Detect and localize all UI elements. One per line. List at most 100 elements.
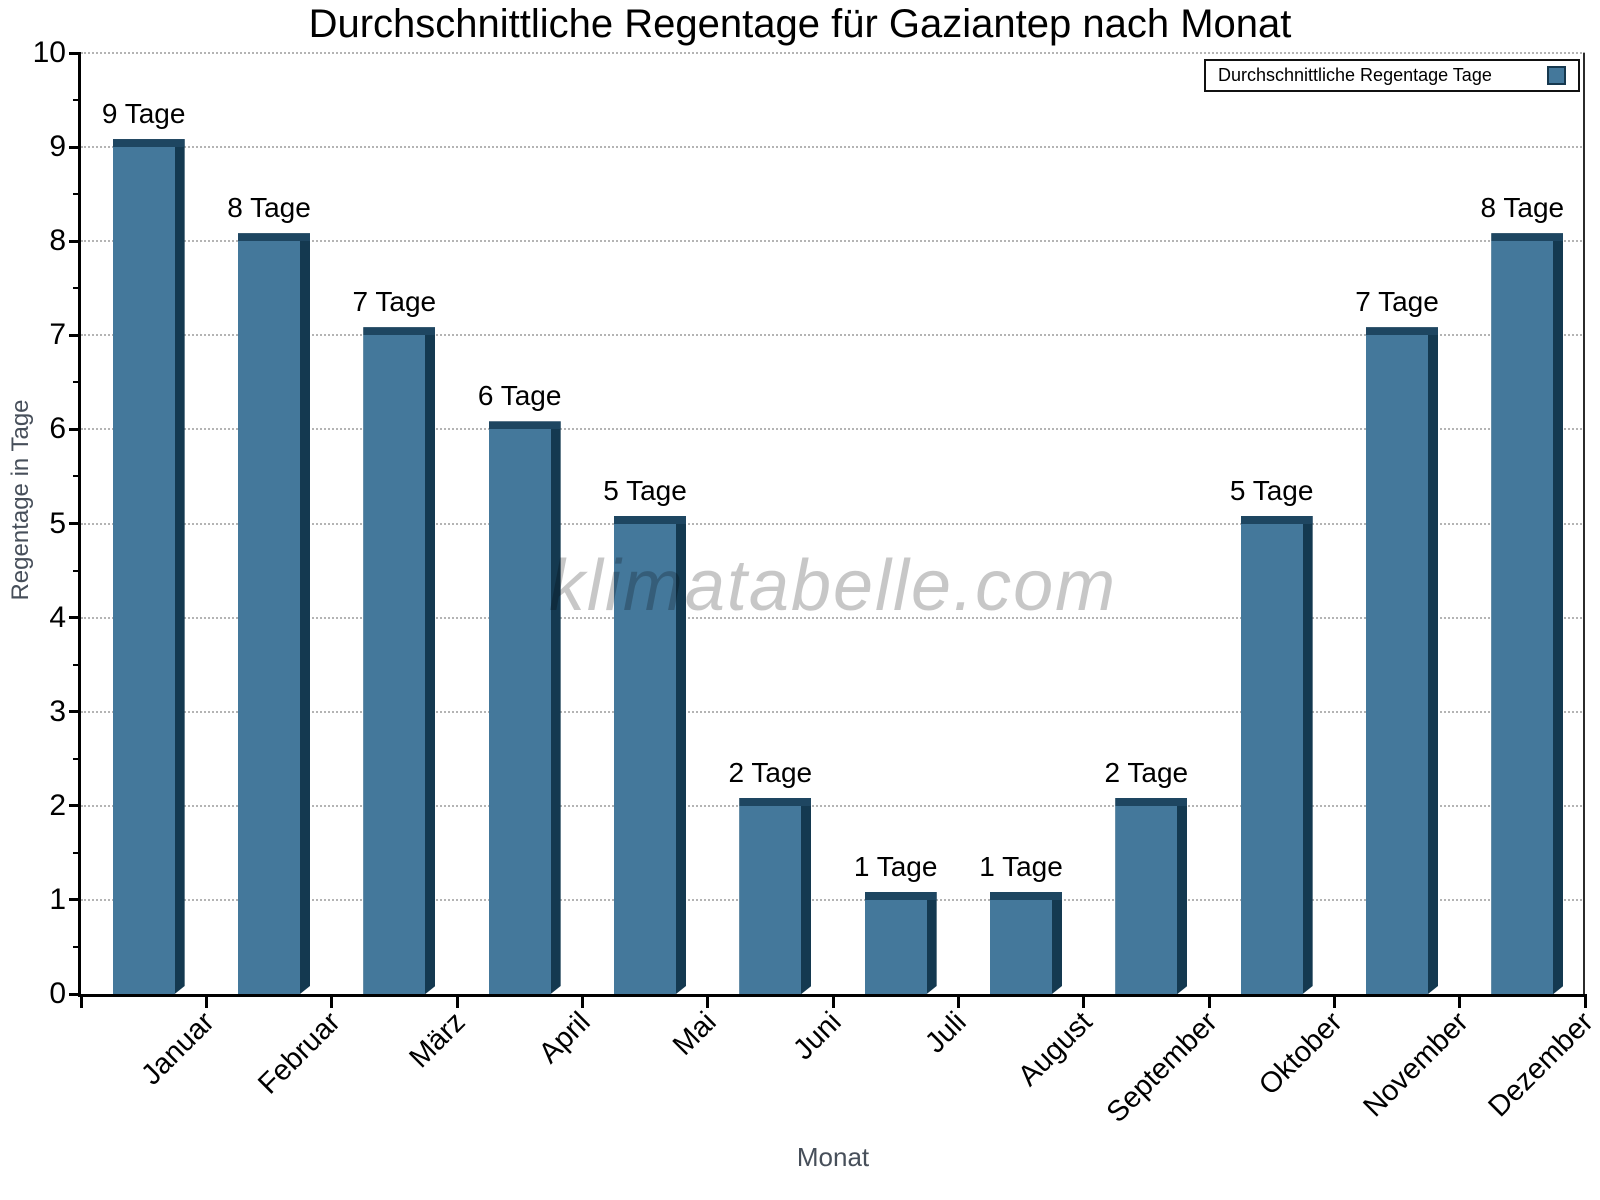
chart-title: Durchschnittliche Regentage für Gaziante…: [308, 2, 1292, 46]
bar-top-face: [113, 139, 185, 147]
bar-top-face: [614, 516, 686, 524]
y-tick: [69, 239, 81, 243]
y-minor-tick: [73, 287, 81, 290]
gridline: [81, 428, 1585, 431]
y-tick-label: 2: [49, 788, 66, 822]
y-minor-tick: [73, 851, 81, 854]
y-axis-title: Regentage in Tage: [7, 399, 34, 601]
bar: [238, 233, 310, 994]
y-minor-tick: [73, 757, 81, 760]
bar-front-face: [614, 524, 676, 995]
gridline: [81, 334, 1585, 337]
plot-area: klimatabelle.com 9 Tage 8 Tage 7 Tage 6 Tag…: [69, 51, 1587, 1008]
bar-top-face: [1115, 798, 1187, 806]
y-tick-label: 5: [49, 506, 66, 540]
y-tick: [69, 145, 81, 149]
bar-value-label: 2 Tage: [1104, 756, 1189, 788]
y-minor-tick: [73, 475, 81, 478]
y-tick: [69, 51, 81, 55]
y-tick-label: 6: [49, 412, 66, 446]
bar-value-label: 1 Tage: [853, 850, 938, 882]
x-tick: [831, 994, 835, 1008]
bar-front-face: [113, 147, 175, 994]
y-tick: [69, 710, 81, 714]
bar: [990, 892, 1062, 994]
legend: Durchschnittliche Regentage Tage: [1204, 59, 1580, 92]
bar-value-label: 5 Tage: [1229, 474, 1314, 506]
bar: [865, 892, 937, 994]
y-tick-label: 7: [49, 318, 66, 352]
y-minor-tick: [73, 381, 81, 384]
y-minor-tick: [73, 945, 81, 948]
bar: [363, 327, 435, 994]
y-minor-tick: [73, 99, 81, 102]
y-minor-tick: [73, 193, 81, 196]
x-tick: [1583, 994, 1587, 1008]
bar-top-face: [990, 892, 1062, 900]
gridline: [81, 146, 1585, 149]
bar-top-face: [363, 327, 435, 335]
bar-value-label: 9 Tage: [101, 98, 186, 130]
bar-front-face: [739, 806, 801, 994]
x-axis-title: Monat: [796, 1142, 870, 1172]
y-tick-label: 8: [49, 224, 66, 258]
bar-top-face: [1241, 516, 1313, 524]
y-tick: [69, 992, 81, 996]
bar-front-face: [1115, 806, 1177, 994]
x-tick: [1332, 994, 1336, 1008]
bar: [489, 421, 561, 994]
bar-front-face: [990, 900, 1052, 994]
bar-value-label: 1 Tage: [979, 850, 1063, 882]
bar: [1241, 516, 1313, 995]
legend-label: Durchschnittliche Regentage Tage: [1218, 65, 1492, 85]
y-tick-label: 1: [49, 882, 66, 916]
bar: [614, 516, 686, 995]
x-tick: [1082, 994, 1086, 1008]
y-tick-label: 9: [49, 130, 66, 164]
y-tick: [69, 616, 81, 620]
x-tick: [1458, 994, 1462, 1008]
plot-right-border: [1583, 53, 1585, 994]
bar-front-face: [363, 335, 425, 994]
bar-value-label: 8 Tage: [227, 192, 311, 224]
y-tick: [69, 522, 81, 525]
legend-swatch-icon: [1547, 66, 1566, 85]
bar: [739, 798, 811, 994]
x-tick: [956, 994, 960, 1008]
bar: [1115, 798, 1187, 994]
bar-top-face: [865, 892, 937, 900]
y-tick-label: 3: [49, 694, 66, 728]
bar-value-label: 2 Tage: [728, 756, 813, 788]
bar-front-face: [489, 429, 551, 994]
x-tick: [204, 994, 208, 1008]
bar-value-label: 5 Tage: [603, 474, 687, 506]
bar-value-label: 6 Tage: [477, 380, 562, 412]
y-tick: [69, 333, 81, 337]
gridline: [81, 804, 1585, 807]
y-tick: [69, 804, 81, 808]
y-tick-label: 4: [49, 600, 66, 634]
bar-top-face: [1491, 233, 1563, 241]
gridline: [81, 710, 1585, 713]
y-tick: [69, 427, 81, 431]
gridline: [81, 240, 1585, 243]
bar-front-face: [1491, 241, 1553, 994]
bar-value-label: 7 Tage: [352, 286, 437, 318]
bar-top-face: [739, 798, 811, 806]
x-tick: [1207, 994, 1211, 1008]
bar: [113, 139, 185, 994]
gridline: [81, 616, 1585, 619]
bar-value-label: 8 Tage: [1480, 192, 1565, 224]
x-tick: [79, 994, 83, 1008]
y-minor-tick: [73, 569, 81, 572]
x-tick: [706, 994, 710, 1008]
bar: [1366, 327, 1438, 994]
gridline: [81, 52, 1585, 54]
bar-value-label: 7 Tage: [1355, 286, 1439, 318]
x-tick: [330, 994, 334, 1008]
x-tick: [455, 994, 459, 1008]
bar-front-face: [1241, 524, 1303, 995]
bar-front-face: [238, 241, 300, 994]
bar-top-face: [489, 421, 561, 429]
